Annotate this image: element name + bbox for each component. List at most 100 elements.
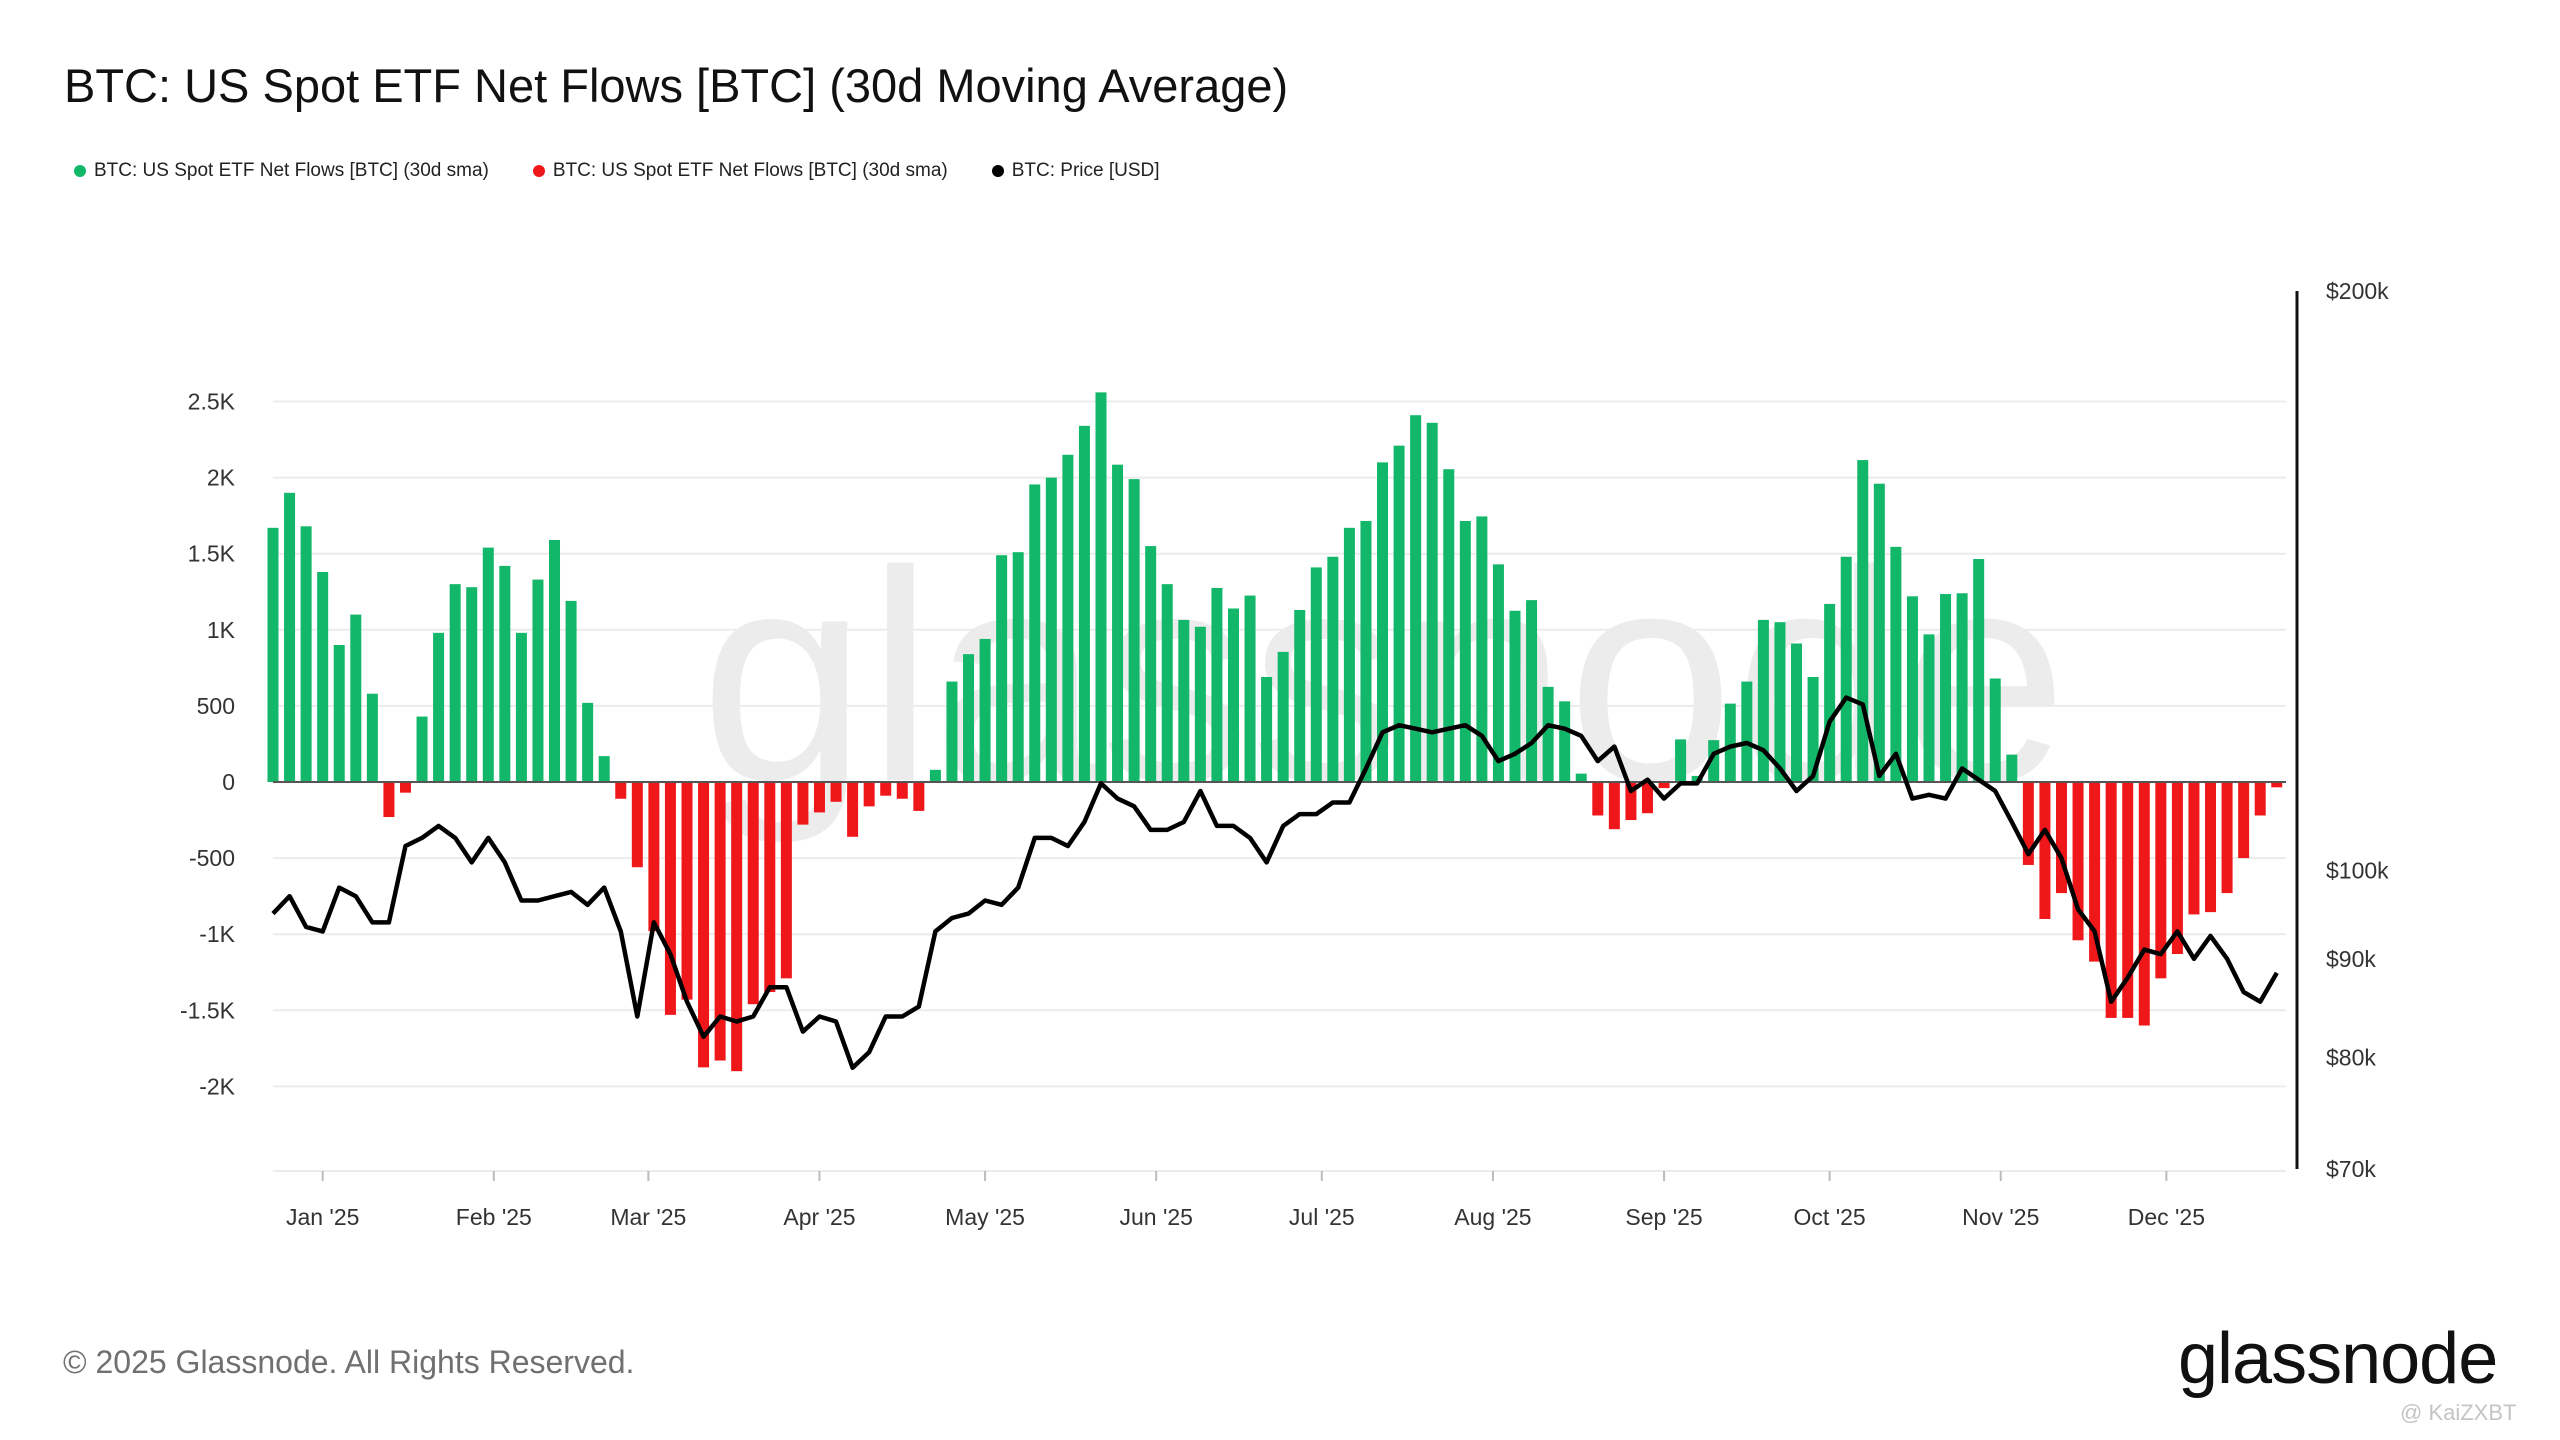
outflow-bar (830, 782, 842, 802)
inflow-bar (1012, 552, 1024, 782)
outflow-bar (2122, 782, 2134, 1018)
x-tick-label: Jun '25 (1119, 1204, 1192, 1230)
inflow-bar (1492, 564, 1504, 782)
outflow-bar (880, 782, 892, 796)
outflow-bar (813, 782, 825, 813)
inflow-bar (1029, 484, 1041, 782)
right-y-tick-label: $200k (2326, 278, 2389, 304)
inflow-bar (449, 584, 461, 782)
right-y-tick-label: $90k (2326, 946, 2376, 972)
inflow-bar (1227, 608, 1239, 782)
inflow-bar (1459, 520, 1471, 782)
green-dot-icon (74, 165, 86, 177)
price-line (271, 695, 2279, 1071)
x-tick-label: Nov '25 (1962, 1204, 2039, 1230)
inflow-bar (1078, 425, 1090, 782)
inflow-bar (416, 716, 428, 782)
inflow-bar (582, 702, 594, 782)
inflow-bar (946, 681, 958, 782)
red-dot-icon (532, 165, 545, 177)
outflow-bar (664, 782, 676, 1015)
y-tick-label: -1.5K (180, 997, 236, 1023)
inflow-bar (317, 571, 329, 782)
outflow-bar (681, 782, 693, 1000)
outflow-bar (847, 782, 859, 837)
inflow-bar (300, 526, 312, 782)
inflow-bar (1906, 596, 1918, 782)
outflow-bar (2055, 782, 2067, 894)
inflow-bar (1161, 584, 1173, 782)
inflow-bar (284, 492, 296, 782)
x-tick-label: May '25 (945, 1204, 1025, 1230)
outflow-bar (747, 782, 759, 1005)
inflow-bar (1526, 600, 1538, 782)
outflow-bar (648, 782, 660, 932)
outflow-bar (797, 782, 809, 825)
legend-item-outflows[interactable]: BTC: US Spot ETF Net Flows [BTC] (30d sm… (532, 160, 948, 182)
right-y-tick-label: $80k (2326, 1044, 2376, 1070)
outflow-bar (863, 782, 875, 807)
outflow-bar (896, 782, 908, 799)
outflow-bar (2022, 782, 2034, 865)
outflow-bar (1625, 782, 1637, 821)
inflow-bar (1757, 619, 1769, 782)
outflow-bar (2138, 782, 2150, 1026)
inflow-bar (1112, 464, 1124, 782)
x-tick-label: Feb '25 (456, 1204, 532, 1230)
inflow-bar (1542, 686, 1554, 782)
inflow-bar (1559, 701, 1571, 782)
outflow-bar (615, 782, 627, 799)
inflow-bar (1277, 651, 1289, 782)
chart-title: BTC: US Spot ETF Net Flows [BTC] (30d Mo… (64, 59, 1289, 112)
right-y-tick-label: $100k (2326, 858, 2389, 884)
legend-item-inflows[interactable]: BTC: US Spot ETF Net Flows [BTC] (30d sm… (74, 160, 489, 182)
inflow-bar (1708, 740, 1720, 782)
x-tick-label: Aug '25 (1454, 1204, 1531, 1230)
inflow-bar (1857, 460, 1869, 782)
inflow-bar (1873, 483, 1885, 782)
y-tick-label: 2K (207, 465, 236, 491)
x-tick-label: Mar '25 (610, 1204, 686, 1230)
x-tick-label: Jan '25 (286, 1204, 359, 1230)
inflow-bar (1774, 622, 1786, 782)
inflow-bar (1791, 643, 1803, 782)
outflow-bar (2221, 782, 2233, 894)
inflow-bar (366, 693, 378, 782)
glassnode-logo: glassnode (2178, 1319, 2498, 1399)
inflow-bar (1145, 546, 1157, 782)
outflow-bar (2205, 782, 2217, 913)
x-tick-label: Oct '25 (1794, 1204, 1866, 1230)
inflow-bar (1575, 773, 1587, 782)
inflow-bar (1194, 626, 1206, 782)
y-tick-label: 1.5K (188, 541, 236, 567)
inflow-bar (1973, 559, 1985, 782)
outflow-bar (698, 782, 710, 1068)
outflow-bar (731, 782, 743, 1072)
inflow-bar (549, 540, 561, 782)
inflow-bar (1824, 603, 1836, 782)
inflow-bar (1840, 556, 1852, 782)
inflow-bar (996, 555, 1008, 782)
inflow-bar (1940, 594, 1952, 782)
outflow-bar (2254, 782, 2266, 816)
inflow-bar (598, 756, 610, 782)
x-tick-label: Sep '25 (1625, 1204, 1702, 1230)
inflow-bar (515, 632, 527, 782)
inflow-bar (433, 632, 445, 782)
y-tick-label: 500 (197, 693, 235, 719)
inflow-bar (1410, 415, 1422, 782)
y-tick-label: 2.5K (188, 389, 236, 415)
x-tick-label: Apr '25 (783, 1204, 855, 1230)
inflow-bar (1128, 479, 1140, 782)
outflow-bar (714, 782, 726, 1061)
inflow-bar (1244, 595, 1256, 782)
inflow-bar (350, 614, 362, 782)
inflow-bar (532, 579, 544, 782)
legend-item-price[interactable]: BTC: Price [USD] (991, 160, 1160, 182)
outflow-bar (1592, 782, 1604, 816)
inflow-bar (1377, 462, 1389, 782)
inflow-bar (1675, 739, 1687, 782)
inflow-bar (979, 638, 991, 782)
legend-label: BTC: US Spot ETF Net Flows [BTC] (30d sm… (94, 160, 489, 181)
